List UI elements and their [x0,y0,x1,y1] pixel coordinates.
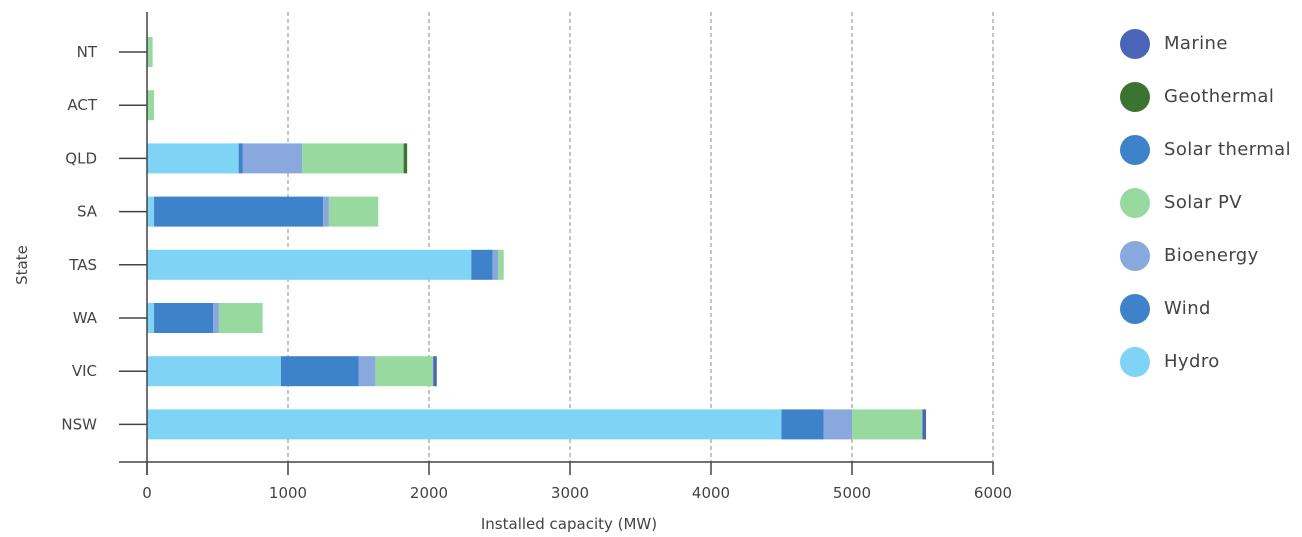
axes [119,12,994,475]
legend-item: Wind [1120,282,1291,335]
y-tick-label: SA [77,203,98,221]
legend-label: Wind [1164,298,1211,319]
bar-segment [471,249,493,280]
y-tick-labels: NSW VIC WA TAS SA QLD ACT NT [61,43,97,433]
bar-segment [147,409,782,440]
y-tick-label: ACT [67,96,97,114]
bar-segment [498,249,504,280]
legend-item: Marine [1120,17,1291,70]
legend-label: Bioenergy [1164,245,1259,266]
x-tick-label: 4000 [692,484,730,502]
legend-swatch [1120,81,1150,112]
bar-segment [328,196,379,227]
bars [147,37,927,440]
x-axis-title: Installed capacity (MW) [481,515,657,533]
legend-item: Solar PV [1120,176,1291,229]
y-tick-label: VIC [72,362,97,380]
x-tick-labels: 0 1000 2000 3000 4000 5000 6000 [142,484,1012,502]
bar-segment [492,249,499,280]
legend-label: Hydro [1164,351,1220,372]
legend-label: Marine [1164,33,1228,54]
bar-segment [302,143,404,174]
y-tick-label: TAS [68,256,97,274]
y-tick-label: NSW [61,415,97,433]
bar-segment [147,196,155,227]
legend-swatch [1120,28,1150,59]
legend-label: Geothermal [1164,86,1275,107]
legend-swatch [1120,134,1150,165]
x-tick-label: 6000 [974,484,1012,502]
bar-segment [403,143,408,174]
legend-swatch [1120,346,1150,377]
bar-segment [147,143,239,174]
bar-segment [242,143,303,174]
x-tick-label: 2000 [410,484,448,502]
bar-segment [147,303,155,333]
x-tick-label: 3000 [551,484,589,502]
legend-swatch [1120,240,1150,271]
bar-segment [852,409,923,440]
x-tick-label: 1000 [269,484,307,502]
bar-segment [238,143,243,174]
bar-segment [280,356,359,387]
y-tick-label: WA [73,309,98,327]
bar-segment [823,409,852,440]
bar-segment [358,356,376,387]
x-tick-label: 5000 [833,484,871,502]
bar-segment [922,409,927,440]
y-axis-title: State [13,245,31,285]
legend-label: Solar thermal [1164,139,1291,160]
bar-segment [154,303,214,333]
bar-segment [147,356,281,387]
x-tick-label: 0 [142,484,152,502]
bar-segment [147,90,155,121]
bar-segment [147,249,472,280]
y-tick-label: NT [77,43,98,61]
legend-swatch [1120,187,1150,218]
bar-segment [781,409,824,440]
legend-swatch [1120,293,1150,324]
bar-segment [323,196,329,227]
bar-segment [154,196,324,227]
legend-item: Geothermal [1120,70,1291,123]
bar-segment [147,37,153,67]
legend-item: Bioenergy [1120,229,1291,282]
grid-lines [287,12,994,462]
legend-label: Solar PV [1164,192,1242,213]
bar-segment [433,356,437,387]
legend: Marine Geothermal Solar thermal Solar PV Bio… [1120,17,1291,388]
legend-item: Hydro [1120,335,1291,388]
bar-segment [375,356,434,387]
bar-segment [218,303,263,333]
bar-segment [213,303,219,333]
legend-item: Solar thermal [1120,123,1291,176]
y-tick-label: QLD [65,149,97,167]
